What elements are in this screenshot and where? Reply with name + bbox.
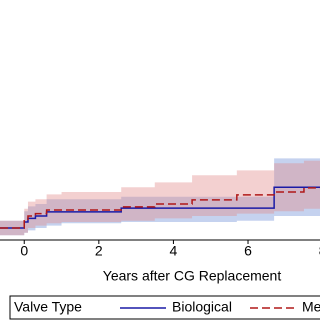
legend-label: Biological [172,299,232,315]
survival-line [0,187,320,229]
legend-label: Mechanical [302,299,320,315]
x-tick-label: 6 [244,243,252,259]
x-tick-label: 4 [170,243,178,259]
legend-box [9,295,320,320]
x-tick-label: 2 [95,243,103,259]
confidence-band [0,160,320,236]
confidence-band [0,158,320,236]
survival-line [0,186,320,229]
legend-title: Valve Type [14,299,82,315]
x-tick-label: 8 [319,243,320,259]
x-tick-label: 0 [20,243,28,259]
x-axis-label: Years after CG Replacement [103,268,282,284]
